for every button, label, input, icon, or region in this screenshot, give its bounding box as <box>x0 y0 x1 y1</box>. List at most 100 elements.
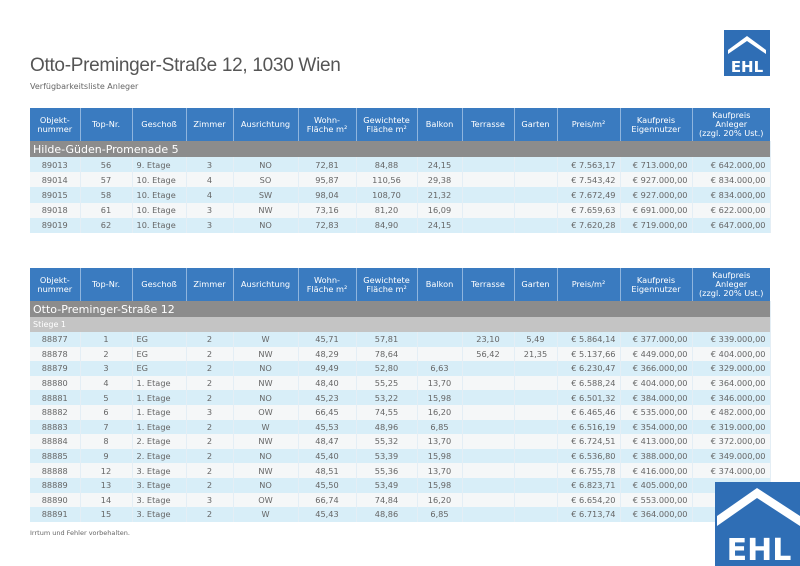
table-cell: SW <box>233 187 299 203</box>
table-cell: 15 <box>80 507 133 522</box>
table-cell <box>462 172 515 188</box>
table-row[interactable]: 88878 2 EG 2 NW 48,29 78,64 56,42 21,35 € 5.137,6… <box>30 346 771 362</box>
table-cell: 2 <box>186 361 234 376</box>
ehl-logo-bottom: EHL <box>715 482 800 566</box>
table-cell: 24,15 <box>417 157 463 173</box>
table-row[interactable]: 88885 9 2. Etage 2 NO 45,40 53,39 15,98 € 6.536,… <box>30 448 771 464</box>
table-cell: NO <box>233 217 299 233</box>
table-row[interactable]: 89019 62 10. Etage 3 NO 72,83 84,90 24,15 € 7.62… <box>30 217 771 233</box>
table-row[interactable]: 88890 14 3. Etage 3 OW 66,74 74,84 16,20 € 6.654… <box>30 492 771 508</box>
table-cell <box>514 202 558 218</box>
table-cell <box>462 507 515 522</box>
table-row[interactable]: 88889 13 3. Etage 2 NO 45,50 53,49 15,98 € 6.823… <box>30 477 771 493</box>
table-row[interactable]: 88888 12 3. Etage 2 NW 48,51 55,36 13,70 € 6.755… <box>30 463 771 478</box>
column-header: Geschoß <box>132 108 187 141</box>
table-cell: € 416.000,00 <box>620 463 693 478</box>
table-cell: 24,15 <box>417 217 463 233</box>
table-row[interactable]: 88879 3 EG 2 NO 49,49 52,80 6,63 € 6.230,47 € 366… <box>30 361 771 376</box>
table-cell <box>462 463 515 478</box>
table-cell: 16,09 <box>417 202 463 218</box>
column-header: Terrasse <box>462 108 515 141</box>
table-cell: 3 <box>186 404 234 420</box>
table-cell: € 6.516,19 <box>557 419 621 435</box>
table-cell: 15,98 <box>417 390 463 405</box>
disclaimer: Irrtum und Fehler vorbehalten. <box>30 529 130 537</box>
table-cell <box>514 404 558 420</box>
table-cell: 45,50 <box>298 477 357 493</box>
table-cell: € 6.501,32 <box>557 390 621 405</box>
table-cell: € 719.000,00 <box>620 217 693 233</box>
table-cell <box>514 361 558 376</box>
table-cell: 1. Etage <box>132 390 187 405</box>
table-cell: € 6.724,51 <box>557 434 621 449</box>
table-cell: 88890 <box>30 492 81 508</box>
table-cell: NW <box>233 434 299 449</box>
table-cell: € 7.672,49 <box>557 187 621 203</box>
table-cell: 73,16 <box>298 202 357 218</box>
column-header: Preis/m² <box>557 108 621 141</box>
table-cell: 74,84 <box>356 492 418 508</box>
table-cell: W <box>233 332 299 347</box>
table-row[interactable]: 89015 58 10. Etage 4 SW 98,04 108,70 21,32 € 7.6… <box>30 187 771 203</box>
table-cell: € 364.000,00 <box>692 375 771 391</box>
table-cell: € 834.000,00 <box>692 172 771 188</box>
column-header: Kaufpreis Eigennutzer <box>620 268 693 301</box>
table-cell: € 6.755,78 <box>557 463 621 478</box>
table-row[interactable]: 88882 6 1. Etage 3 OW 66,45 74,55 16,20 € 6.465,… <box>30 404 771 420</box>
table-cell: EG <box>132 346 187 362</box>
table-cell: 10. Etage <box>132 202 187 218</box>
table-cell: 58 <box>80 187 133 203</box>
table-cell: 3. Etage <box>132 507 187 522</box>
table-cell: € 329.000,00 <box>692 361 771 376</box>
column-header: Kaufpreis Anleger (zzgl. 20% Ust.) <box>692 108 770 141</box>
header-row: Objekt-nummer Top-Nr. Geschoß Zimmer Ausrich… <box>30 108 770 141</box>
table-cell: € 319.000,00 <box>692 419 771 435</box>
table-row[interactable]: 88883 7 1. Etage 2 W 45,53 48,96 6,85 € 6.516,19… <box>30 419 771 435</box>
table-cell: 88881 <box>30 390 81 405</box>
table-cell: 55,25 <box>356 375 418 391</box>
table-row[interactable]: 88881 5 1. Etage 2 NO 45,23 53,22 15,98 € 6.501,… <box>30 390 771 405</box>
table-cell: NW <box>233 375 299 391</box>
table-cell <box>514 217 558 233</box>
table-cell: 88880 <box>30 375 81 391</box>
table-cell: € 6.230,47 <box>557 361 621 376</box>
table-cell: € 404.000,00 <box>692 346 771 362</box>
table-row[interactable]: 88877 1 EG 2 W 45,71 57,81 23,10 5,49 € 5.864,14 €… <box>30 332 771 347</box>
table-cell: € 349.000,00 <box>692 448 771 464</box>
table-cell: 88878 <box>30 346 81 362</box>
table-cell: 7 <box>80 419 133 435</box>
column-header: Kaufpreis Anleger (zzgl. 20% Ust.) <box>692 268 770 301</box>
table-cell: 8 <box>80 434 133 449</box>
table-row[interactable]: 89018 61 10. Etage 3 NW 73,16 81,20 16,09 € 7.65… <box>30 202 771 218</box>
svg-text:EHL: EHL <box>731 58 764 76</box>
column-header: Top-Nr. <box>80 268 133 301</box>
table-cell: 55,36 <box>356 463 418 478</box>
table-cell: 2 <box>186 419 234 435</box>
column-header: Gewichtete Fläche m² <box>356 108 418 141</box>
table-cell: 2 <box>186 507 234 522</box>
table-cell: 2 <box>186 477 234 493</box>
table-cell: € 364.000,00 <box>620 507 693 522</box>
table-row[interactable]: 88884 8 2. Etage 2 NW 48,47 55,32 13,70 € 6.724,… <box>30 434 771 449</box>
table-cell: 16,20 <box>417 404 463 420</box>
table-cell <box>462 202 515 218</box>
table-cell: 88883 <box>30 419 81 435</box>
table-cell: € 6.536,80 <box>557 448 621 464</box>
table-cell: 21,35 <box>514 346 558 362</box>
table-cell: € 553.000,00 <box>620 492 693 508</box>
table-cell: 2. Etage <box>132 448 187 464</box>
table-cell: 89018 <box>30 202 81 218</box>
ehl-logo-top: EHL <box>724 30 770 76</box>
table-row[interactable]: 89013 56 9. Etage 3 NO 72,81 84,88 24,15 € 7.563… <box>30 157 771 173</box>
table-cell: € 449.000,00 <box>620 346 693 362</box>
table-cell: 110,56 <box>356 172 418 188</box>
table-row[interactable]: 88880 4 1. Etage 2 NW 48,40 55,25 13,70 € 6.588,… <box>30 375 771 391</box>
table-cell: € 6.823,71 <box>557 477 621 493</box>
table-cell <box>514 187 558 203</box>
table-row[interactable]: 88891 15 3. Etage 2 W 45,43 48,86 6,85 € 6.713,7… <box>30 507 771 522</box>
table-cell: 48,51 <box>298 463 357 478</box>
table-cell: € 377.000,00 <box>620 332 693 347</box>
table-cell: 45,53 <box>298 419 357 435</box>
table-cell: € 622.000,00 <box>692 202 771 218</box>
table-row[interactable]: 89014 57 10. Etage 4 SO 95,87 110,56 29,38 € 7.5… <box>30 172 771 188</box>
